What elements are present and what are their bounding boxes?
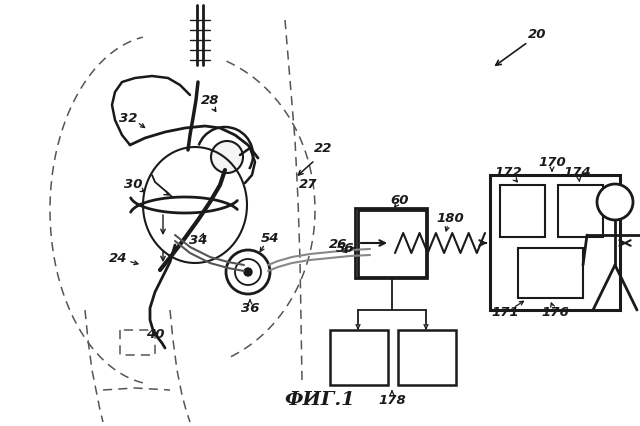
Text: 180: 180 bbox=[436, 211, 464, 225]
Text: 32: 32 bbox=[119, 112, 137, 124]
Text: 27: 27 bbox=[299, 178, 317, 192]
Text: 24: 24 bbox=[109, 251, 127, 265]
Bar bbox=[398, 330, 456, 385]
Circle shape bbox=[244, 268, 252, 276]
Text: 34: 34 bbox=[189, 233, 207, 247]
Text: 30: 30 bbox=[124, 178, 142, 192]
Text: 172: 172 bbox=[494, 165, 522, 178]
Text: 40: 40 bbox=[146, 328, 164, 342]
Text: 28: 28 bbox=[201, 93, 220, 106]
Bar bbox=[490, 175, 620, 310]
Text: 26: 26 bbox=[329, 239, 348, 251]
Text: 36: 36 bbox=[241, 302, 259, 314]
Circle shape bbox=[211, 141, 243, 173]
Text: ФИГ.1: ФИГ.1 bbox=[285, 391, 355, 409]
Text: 170: 170 bbox=[538, 155, 566, 169]
Text: 20: 20 bbox=[528, 29, 547, 41]
Bar bbox=[355, 208, 427, 278]
Text: 54: 54 bbox=[260, 231, 279, 245]
Text: 171: 171 bbox=[491, 305, 519, 319]
Text: 174: 174 bbox=[563, 165, 591, 178]
Text: 56: 56 bbox=[336, 242, 355, 254]
Text: 22: 22 bbox=[314, 141, 332, 155]
Circle shape bbox=[235, 259, 261, 285]
Text: 178: 178 bbox=[378, 394, 406, 406]
Text: 60: 60 bbox=[391, 193, 409, 207]
Bar bbox=[330, 330, 388, 385]
Circle shape bbox=[226, 250, 270, 294]
Bar bbox=[518, 248, 583, 298]
Bar bbox=[358, 210, 426, 277]
Text: 176: 176 bbox=[541, 305, 569, 319]
Bar bbox=[558, 185, 603, 237]
Circle shape bbox=[597, 184, 633, 220]
Bar bbox=[500, 185, 545, 237]
